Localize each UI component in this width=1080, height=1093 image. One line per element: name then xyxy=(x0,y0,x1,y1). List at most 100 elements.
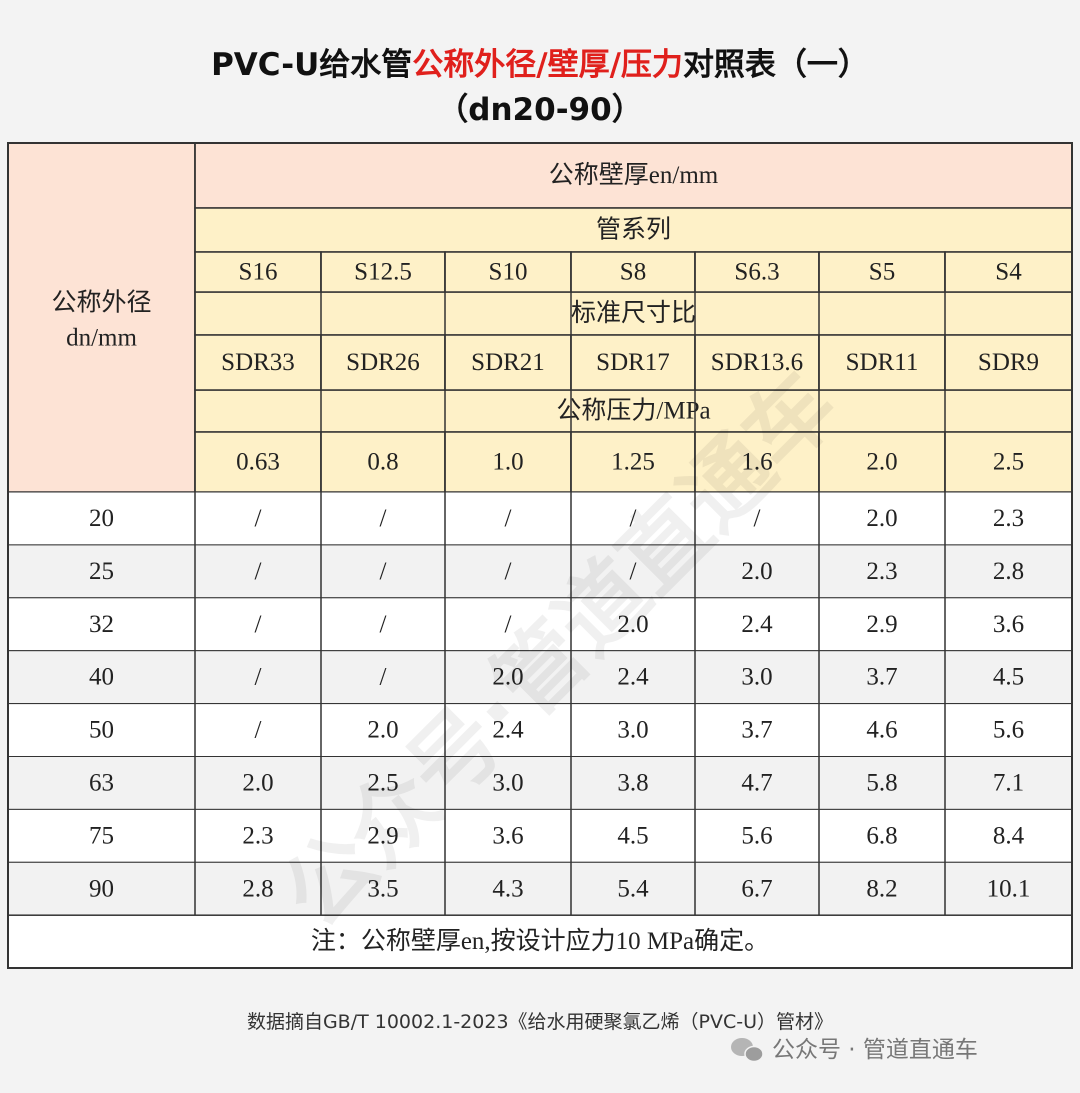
row-header: 50 xyxy=(89,717,114,744)
header-pressure: 1.0 xyxy=(492,449,523,476)
data-cell: / xyxy=(754,505,761,532)
data-cell-cell xyxy=(570,756,696,810)
data-cell-cell xyxy=(818,703,946,757)
data-cell: 2.8 xyxy=(242,875,273,902)
data-cell: / xyxy=(255,664,262,691)
header-series: S12.5 xyxy=(354,259,412,286)
data-cell: / xyxy=(255,558,262,585)
data-cell: 2.4 xyxy=(617,664,649,691)
data-cell: 2.9 xyxy=(866,611,897,638)
header-series: S4 xyxy=(995,259,1022,286)
data-cell: / xyxy=(255,717,262,744)
title-part-highlight: 公称外径/壁厚/压力 xyxy=(412,47,683,83)
data-cell: 8.4 xyxy=(993,822,1025,849)
data-cell: 2.4 xyxy=(492,717,524,744)
data-cell-cell xyxy=(194,808,322,863)
header-pressure-cell xyxy=(944,431,1073,493)
data-cell-cell xyxy=(194,756,322,810)
header-wall-cell xyxy=(194,142,1073,209)
data-cell-cell xyxy=(194,544,322,599)
data-cell-cell xyxy=(320,703,446,757)
header-sdr-cell xyxy=(444,334,572,391)
data-cell-cell xyxy=(944,703,1073,757)
header-sdr-cell xyxy=(694,334,820,391)
data-cell: / xyxy=(380,505,387,532)
header-series: S6.3 xyxy=(734,259,779,286)
data-cell: 3.0 xyxy=(741,664,772,691)
data-cell: 4.7 xyxy=(741,769,772,796)
row-header-cell xyxy=(7,544,196,599)
header-sdr-cell xyxy=(194,334,322,391)
data-cell: / xyxy=(255,505,262,532)
data-cell: 2.0 xyxy=(242,769,273,796)
header-sdr: SDR21 xyxy=(471,349,545,376)
row-header: 63 xyxy=(89,769,114,796)
row-header: 90 xyxy=(89,875,114,902)
data-cell: 2.9 xyxy=(367,822,398,849)
data-cell: 5.4 xyxy=(617,875,649,902)
data-cell: 6.8 xyxy=(866,822,897,849)
data-cell: 3.8 xyxy=(617,769,648,796)
title: PVC-U给水管公称外径/壁厚/压力对照表（一） xyxy=(211,47,869,83)
title-part: 对照表（一） xyxy=(683,47,869,83)
header-series-cell xyxy=(320,251,446,293)
header-sdr-cell xyxy=(818,334,946,391)
header-pressure: 1.25 xyxy=(611,449,655,476)
header-pressure: 2.0 xyxy=(866,449,897,476)
title-part: PVC-U给水管 xyxy=(211,47,412,83)
header-sdr-label-cell xyxy=(194,291,1073,336)
data-cell-cell xyxy=(818,756,946,810)
data-cell-cell xyxy=(944,861,1073,916)
header-sdr: SDR11 xyxy=(846,349,919,376)
header-pressure: 0.8 xyxy=(367,449,398,476)
data-cell: 5.6 xyxy=(741,822,772,849)
data-cell: / xyxy=(255,611,262,638)
data-cell: 2.3 xyxy=(866,558,897,585)
data-cell-cell xyxy=(444,756,572,810)
data-cell: 2.0 xyxy=(866,505,897,532)
row-header-cell xyxy=(7,597,196,652)
header-series: S10 xyxy=(489,259,528,286)
data-cell: 2.5 xyxy=(367,769,398,796)
header-sdr: SDR13.6 xyxy=(711,349,803,376)
data-cell-cell xyxy=(570,703,696,757)
row-header: 25 xyxy=(89,558,114,585)
data-cell: 3.5 xyxy=(367,875,398,902)
data-cell: / xyxy=(505,611,512,638)
data-cell: 3.0 xyxy=(617,717,648,744)
header-sdr-cell xyxy=(570,334,696,391)
data-cell-cell xyxy=(694,756,820,810)
row-header-cell xyxy=(7,650,196,705)
table-note-cell xyxy=(7,914,1073,969)
header-series-label-cell xyxy=(194,207,1073,253)
data-cell-cell xyxy=(444,861,572,916)
row-header: 75 xyxy=(89,822,114,849)
header-pressure-label: 公称压力/MPa xyxy=(556,397,710,425)
header-pressure: 0.63 xyxy=(236,449,280,476)
data-cell: 2.4 xyxy=(741,611,773,638)
data-cell: 5.8 xyxy=(866,769,897,796)
data-cell-cell xyxy=(320,808,446,863)
data-cell: 2.0 xyxy=(741,558,772,585)
data-cell-cell xyxy=(194,491,322,546)
data-cell: 8.2 xyxy=(866,875,897,902)
header-series-label: 管系列 xyxy=(596,216,671,244)
header-sdr: SDR33 xyxy=(221,349,295,376)
row-header: 40 xyxy=(89,664,114,691)
data-cell: / xyxy=(505,505,512,532)
data-cell-cell xyxy=(944,808,1073,863)
data-cell-cell xyxy=(944,756,1073,810)
header-sdr: SDR9 xyxy=(978,349,1039,376)
header-pressure-cell xyxy=(444,431,572,493)
data-cell: 4.5 xyxy=(617,822,648,849)
row-header-cell xyxy=(7,703,196,757)
source-note: 数据摘自GB/T 10002.1-2023《给水用硬聚氯乙烯（PVC-U）管材》 xyxy=(247,1011,833,1033)
data-cell: / xyxy=(630,558,637,585)
data-cell: 7.1 xyxy=(993,769,1024,796)
data-cell: / xyxy=(505,558,512,585)
data-cell: / xyxy=(380,558,387,585)
header-sdr-label: 标准尺寸比 xyxy=(571,299,696,327)
data-cell-cell xyxy=(570,861,696,916)
